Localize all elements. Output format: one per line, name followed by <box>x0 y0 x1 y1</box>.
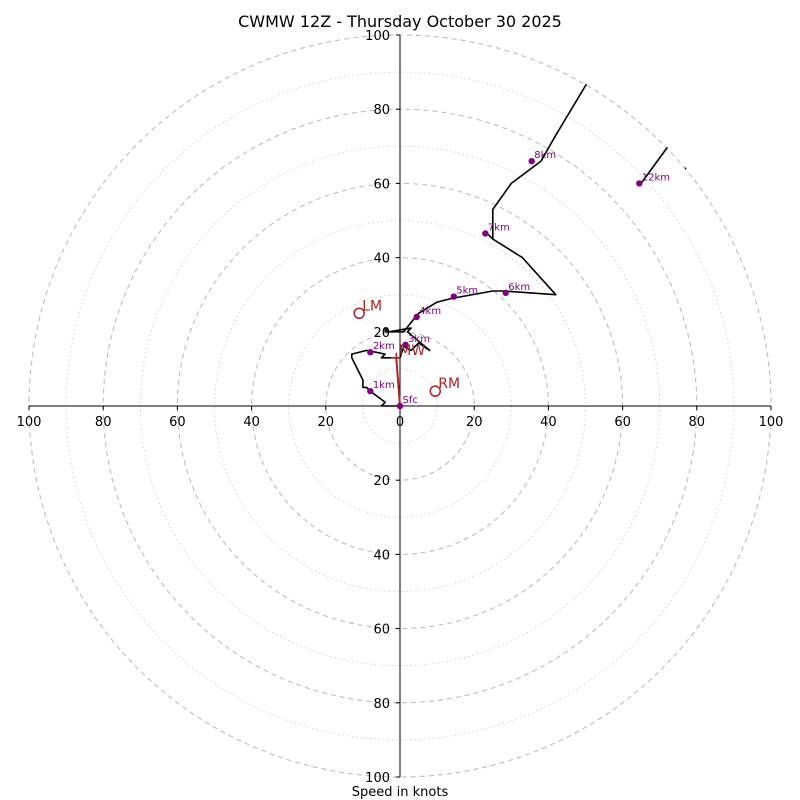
y-tick-label: 60 <box>373 623 390 638</box>
height-label-6km: 6km <box>508 282 530 293</box>
storm-motion-lm <box>353 307 365 319</box>
x-tick-label: 80 <box>689 415 706 430</box>
y-tick-label: 20 <box>373 326 390 341</box>
storm-motion-rm <box>429 385 441 397</box>
height-marker-3km <box>402 341 409 348</box>
x-tick-label: 60 <box>614 415 631 430</box>
hodograph-trace <box>350 34 661 407</box>
height-markers: Sfc 1km 2km 3km 4km 5km 6km 7km 8km 12km <box>367 150 670 410</box>
y-tick-label: 100 <box>365 771 390 786</box>
y-tick-label: 40 <box>373 548 390 563</box>
height-marker-6km <box>502 289 509 297</box>
y-tick-label: 80 <box>373 103 390 118</box>
storm-motion-label-mw: MW <box>399 343 425 359</box>
height-label-4km: 4km <box>419 306 441 317</box>
storm-motion-label-lm: LM <box>362 298 382 314</box>
x-tick-label: 0 <box>396 415 404 430</box>
height-marker-12km <box>636 180 643 187</box>
height-marker-Sfc <box>396 402 404 410</box>
y-tick-label: 40 <box>373 252 390 267</box>
x-tick-label: 20 <box>466 415 483 430</box>
height-label-1km: 1km <box>373 380 395 391</box>
storm-motion-label-rm: RM <box>438 376 460 392</box>
height-label-3km: 3km <box>408 334 430 345</box>
x-tick-label: 100 <box>759 415 784 430</box>
hodograph-trace-upper <box>640 34 720 184</box>
x-tick-label: 40 <box>540 415 557 430</box>
x-tick-label: 100 <box>17 415 42 430</box>
chart-title: CWMW 12Z - Thursday October 30 2025 <box>238 12 562 31</box>
height-label-7km: 7km <box>488 222 510 233</box>
y-tick-label: 80 <box>373 697 390 712</box>
height-label-2km: 2km <box>373 341 395 352</box>
y-tick-label: 60 <box>373 177 390 192</box>
x-tick-label: 80 <box>95 415 112 430</box>
height-label-8km: 8km <box>534 150 556 161</box>
x-tick-label: 40 <box>243 415 260 430</box>
height-marker-4km <box>413 313 420 321</box>
x-axis-label: Speed in knots <box>352 785 449 800</box>
height-label-Sfc: Sfc <box>403 395 418 406</box>
x-tick-label: 20 <box>318 415 335 430</box>
height-label-12km: 12km <box>642 172 670 183</box>
tick-labels: 100 80 60 40 20 0 20 40 60 80 100 100 80 60 40 20 20 40 60… <box>17 29 784 786</box>
x-tick-label: 60 <box>169 415 186 430</box>
storm-motions: LM RM MW <box>353 298 460 397</box>
height-marker-1km <box>367 387 374 395</box>
height-label-5km: 5km <box>456 286 478 297</box>
height-marker-5km <box>450 293 457 300</box>
height-marker-2km <box>367 349 374 356</box>
shear-vector <box>395 357 401 407</box>
height-marker-8km <box>528 157 535 165</box>
height-marker-7km <box>482 230 489 237</box>
y-tick-label: 20 <box>373 474 390 489</box>
y-tick-label: 100 <box>365 29 390 44</box>
